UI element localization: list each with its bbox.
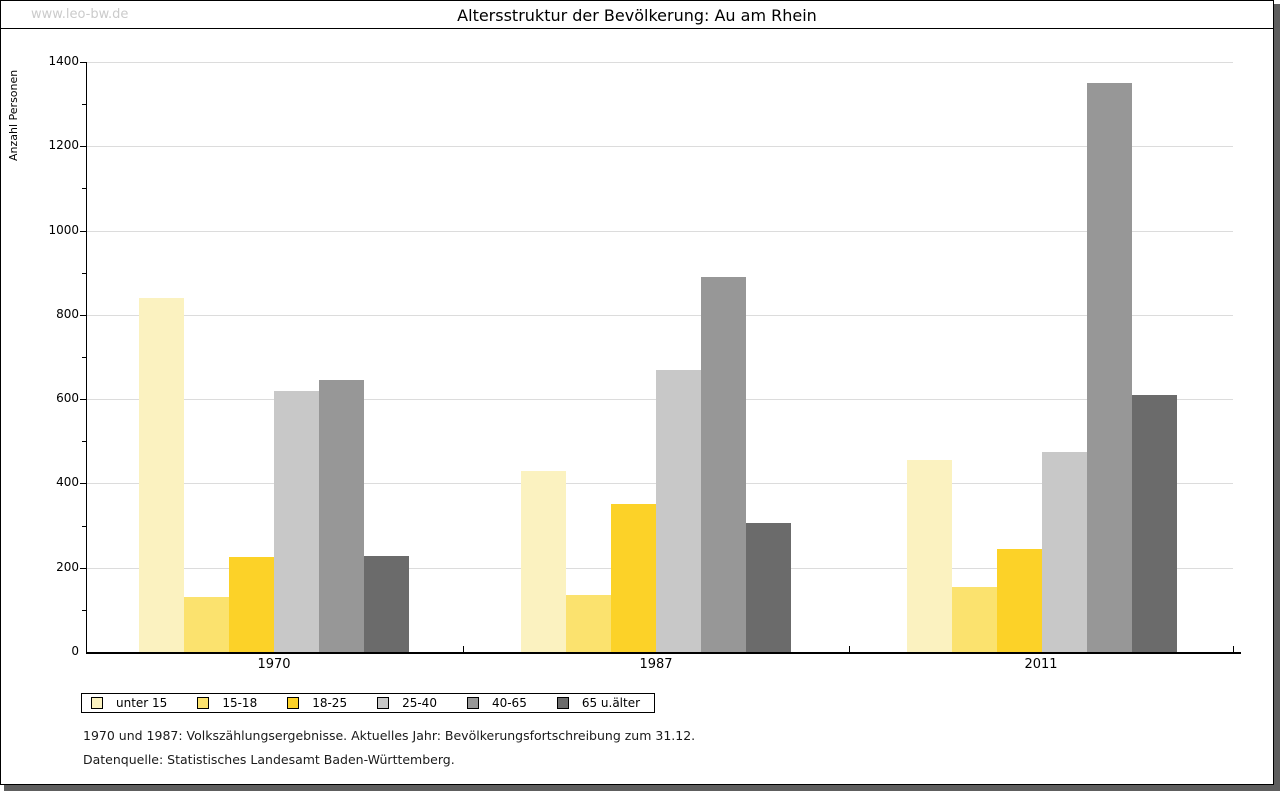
x-separator-tick	[849, 646, 850, 652]
y-minor-tick	[82, 104, 86, 105]
legend-swatch	[91, 697, 103, 709]
legend-item-15-18: 15-18	[197, 696, 257, 710]
y-minor-tick	[82, 357, 86, 358]
x-axis-label-1987: 1987	[639, 657, 673, 672]
footnote-2: Datenquelle: Statistisches Landesamt Bad…	[83, 752, 455, 767]
bar-18-25-1970	[229, 557, 274, 652]
bar-40-65-2011	[1087, 83, 1132, 652]
bar-65-u-lter-2011	[1132, 395, 1177, 652]
y-tick-label: 400	[56, 475, 79, 489]
bar-15-18-2011	[952, 587, 997, 652]
y-tick-label: 200	[56, 560, 79, 574]
page-shadow-bottom	[4, 785, 1280, 791]
legend-item-40-65: 40-65	[466, 696, 527, 710]
footnote-1: 1970 und 1987: Volkszählungsergebnisse. …	[83, 728, 696, 743]
page-shadow-right	[1274, 4, 1280, 791]
y-minor-tick	[82, 188, 86, 189]
gridline	[87, 231, 1233, 232]
y-axis-line	[86, 62, 87, 654]
y-tick-label: 1200	[48, 138, 79, 152]
legend-label: 40-65	[491, 696, 527, 710]
legend-swatch	[287, 697, 300, 709]
header-divider	[1, 28, 1273, 29]
y-major-tick	[80, 399, 86, 400]
watermark: www.leo-bw.de	[31, 7, 129, 22]
legend-swatch	[377, 697, 390, 709]
legend-swatch	[556, 697, 569, 709]
bar-unter-15-1970	[139, 298, 184, 652]
bar-unter-15-1987	[521, 471, 566, 652]
gridline	[87, 315, 1233, 316]
y-major-tick	[80, 146, 86, 147]
bar-25-40-2011	[1042, 452, 1087, 652]
legend-label: 18-25	[312, 696, 348, 710]
bar-unter-15-2011	[907, 460, 952, 652]
bar-25-40-1987	[656, 370, 701, 652]
legend: unter 15 15-18 18-25 25-40 40-65 65 u.älter	[81, 693, 656, 713]
x-separator-tick	[463, 646, 464, 652]
x-axis-label-2011: 2011	[1024, 657, 1058, 672]
y-tick-label: 800	[56, 307, 79, 321]
y-major-tick	[80, 231, 86, 232]
y-minor-tick	[82, 441, 86, 442]
legend-swatch	[197, 697, 210, 709]
legend-label: 65 u.älter	[581, 696, 641, 710]
bar-25-40-1970	[274, 391, 319, 652]
y-major-tick	[80, 62, 86, 63]
legend-item-25-40: 25-40	[377, 696, 437, 710]
y-tick-label: 600	[56, 391, 79, 405]
gridline	[87, 146, 1233, 147]
y-minor-tick	[82, 610, 86, 611]
legend-item-18-25: 18-25	[287, 696, 347, 710]
legend-swatch	[466, 697, 479, 709]
y-tick-label: 1000	[48, 223, 79, 237]
x-axis-line	[86, 652, 1241, 654]
bar-40-65-1987	[701, 277, 746, 652]
y-tick-label: 0	[71, 644, 79, 658]
bar-15-18-1970	[184, 597, 229, 652]
bar-65-u-lter-1970	[364, 556, 409, 652]
legend-label: unter 15	[116, 696, 168, 710]
x-axis-label-1970: 1970	[257, 657, 291, 672]
bar-15-18-1987	[566, 595, 611, 652]
legend-item-unter-15: unter 15	[91, 696, 167, 710]
y-tick-label: 1400	[48, 54, 79, 68]
y-major-tick	[80, 483, 86, 484]
gridline	[87, 62, 1233, 63]
legend-label: 15-18	[222, 696, 258, 710]
bar-40-65-1970	[319, 380, 364, 652]
x-separator-tick	[1233, 646, 1234, 652]
bar-65-u-lter-1987	[746, 523, 791, 652]
legend-item-65-u-lter: 65 u.älter	[556, 696, 641, 710]
y-major-tick	[80, 568, 86, 569]
chart-title: Altersstruktur der Bevölkerung: Au am Rh…	[457, 6, 817, 25]
y-major-tick	[80, 315, 86, 316]
y-minor-tick	[82, 273, 86, 274]
bar-18-25-2011	[997, 549, 1042, 652]
bar-18-25-1987	[611, 504, 656, 652]
legend-label: 25-40	[402, 696, 437, 710]
y-minor-tick	[82, 526, 86, 527]
